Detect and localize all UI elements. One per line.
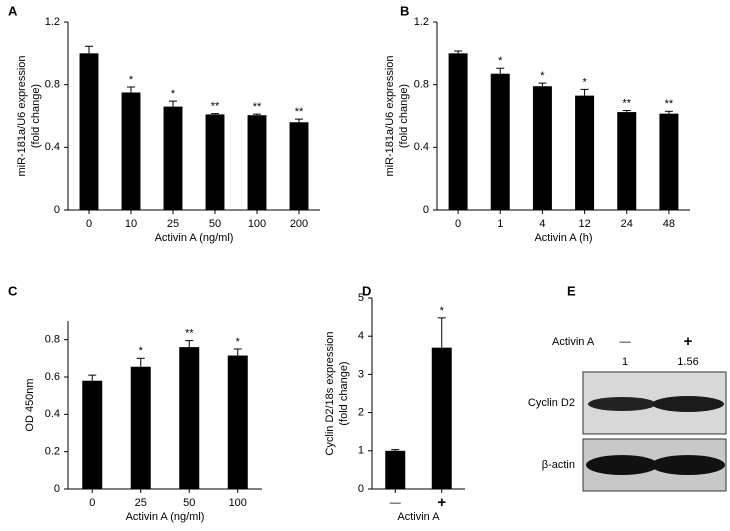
y-axis-label: (fold change) xyxy=(30,84,42,148)
y-axis-label: OD 450nm xyxy=(24,378,36,431)
x-axis-label: Activin A (ng/ml) xyxy=(126,511,205,523)
significance: * xyxy=(171,88,176,100)
significance: ** xyxy=(622,97,631,109)
x-tick-label: 24 xyxy=(621,218,633,230)
y-tick-label: 0.6 xyxy=(45,371,60,383)
row-label: β-actin xyxy=(542,459,575,471)
y-tick-label: 0 xyxy=(358,483,364,495)
x-tick-label: + xyxy=(437,494,446,511)
y-axis-label: (fold change) xyxy=(338,361,350,425)
bar xyxy=(385,450,406,489)
x-tick-label: 10 xyxy=(125,218,137,230)
band xyxy=(588,397,656,411)
y-tick-label: 2 xyxy=(358,407,364,419)
y-tick-label: 0.4 xyxy=(414,141,429,153)
bar xyxy=(205,114,225,210)
x-axis-label: Activin A (ng/ml) xyxy=(155,232,234,244)
bar xyxy=(659,113,679,210)
significance: ** xyxy=(185,328,194,340)
y-axis-label: Cyclin D2/18s expression xyxy=(324,331,336,455)
y-axis-label: miR-181a/U6 expression xyxy=(16,55,28,176)
band xyxy=(652,396,724,412)
bar xyxy=(130,366,151,489)
panel-label: B xyxy=(400,3,409,18)
bar xyxy=(431,347,452,489)
y-tick-label: 0.4 xyxy=(45,408,60,420)
y-tick-label: 0.8 xyxy=(414,79,429,91)
significance: * xyxy=(236,336,241,348)
band xyxy=(651,455,725,475)
significance: * xyxy=(498,55,503,67)
panel-label: D xyxy=(362,283,371,298)
x-tick-label: 50 xyxy=(183,497,195,509)
panel-label: A xyxy=(8,3,18,18)
bar xyxy=(82,380,103,489)
y-tick-label: 0 xyxy=(54,204,60,216)
bar xyxy=(247,115,267,210)
x-tick-label: — xyxy=(390,497,401,509)
significance: ** xyxy=(665,98,674,110)
bar xyxy=(617,112,637,210)
bar xyxy=(121,92,141,210)
bar xyxy=(448,53,468,211)
y-tick-label: 1.2 xyxy=(45,16,60,28)
significance: ** xyxy=(295,106,304,118)
x-tick-label: 100 xyxy=(229,497,247,509)
significance: * xyxy=(440,305,445,317)
x-tick-label: 100 xyxy=(248,218,266,230)
x-tick-label: 50 xyxy=(209,218,221,230)
x-tick-label: 12 xyxy=(578,218,590,230)
significance: * xyxy=(129,74,134,86)
y-axis-label: miR-181a/U6 expression xyxy=(384,55,396,176)
blot-panel: E Activin A — + 1 1.56 Cyclin D2 β-actin xyxy=(528,283,727,492)
lane-label: + xyxy=(684,333,693,350)
significance: ** xyxy=(253,101,262,113)
x-tick-label: 1 xyxy=(497,218,503,230)
panel-label: C xyxy=(8,283,18,298)
y-tick-label: 0.8 xyxy=(45,334,60,346)
x-axis-label: Activin A xyxy=(397,511,440,523)
bar xyxy=(575,95,595,210)
significance: * xyxy=(540,70,545,82)
x-tick-label: 25 xyxy=(135,497,147,509)
y-axis-label: (fold change) xyxy=(398,84,410,148)
bar xyxy=(79,53,99,211)
bar xyxy=(163,106,183,210)
y-tick-label: 3 xyxy=(358,368,364,380)
y-tick-label: 1 xyxy=(358,445,364,457)
significance: * xyxy=(582,76,587,88)
y-tick-label: 4 xyxy=(358,330,364,342)
ratio-label: 1 xyxy=(622,356,628,368)
significance: * xyxy=(139,345,144,357)
x-tick-label: 25 xyxy=(167,218,179,230)
y-tick-label: 0 xyxy=(54,483,60,495)
bar xyxy=(179,347,200,489)
bar xyxy=(227,355,248,489)
y-tick-label: 5 xyxy=(358,292,364,304)
y-tick-label: 0 xyxy=(423,204,429,216)
row-label: Cyclin D2 xyxy=(528,397,575,409)
lane-label: — xyxy=(620,336,631,348)
x-axis-label: Activin A (h) xyxy=(534,232,592,244)
x-tick-label: 200 xyxy=(290,218,308,230)
x-tick-label: 4 xyxy=(539,218,545,230)
bar xyxy=(490,73,510,210)
treatment-label: Activin A xyxy=(552,336,595,348)
bar xyxy=(532,86,552,210)
panel-label: E xyxy=(567,283,576,298)
y-tick-label: 0.4 xyxy=(45,141,60,153)
x-tick-label: 0 xyxy=(89,497,95,509)
ratio-label: 1.56 xyxy=(677,356,698,368)
x-tick-label: 48 xyxy=(663,218,675,230)
x-tick-label: 0 xyxy=(86,218,92,230)
band xyxy=(586,455,658,475)
y-tick-label: 1.2 xyxy=(414,16,429,28)
x-tick-label: 0 xyxy=(455,218,461,230)
significance: ** xyxy=(211,101,220,113)
y-tick-label: 0.8 xyxy=(45,79,60,91)
y-tick-label: 0.2 xyxy=(45,446,60,458)
bar xyxy=(289,122,309,210)
